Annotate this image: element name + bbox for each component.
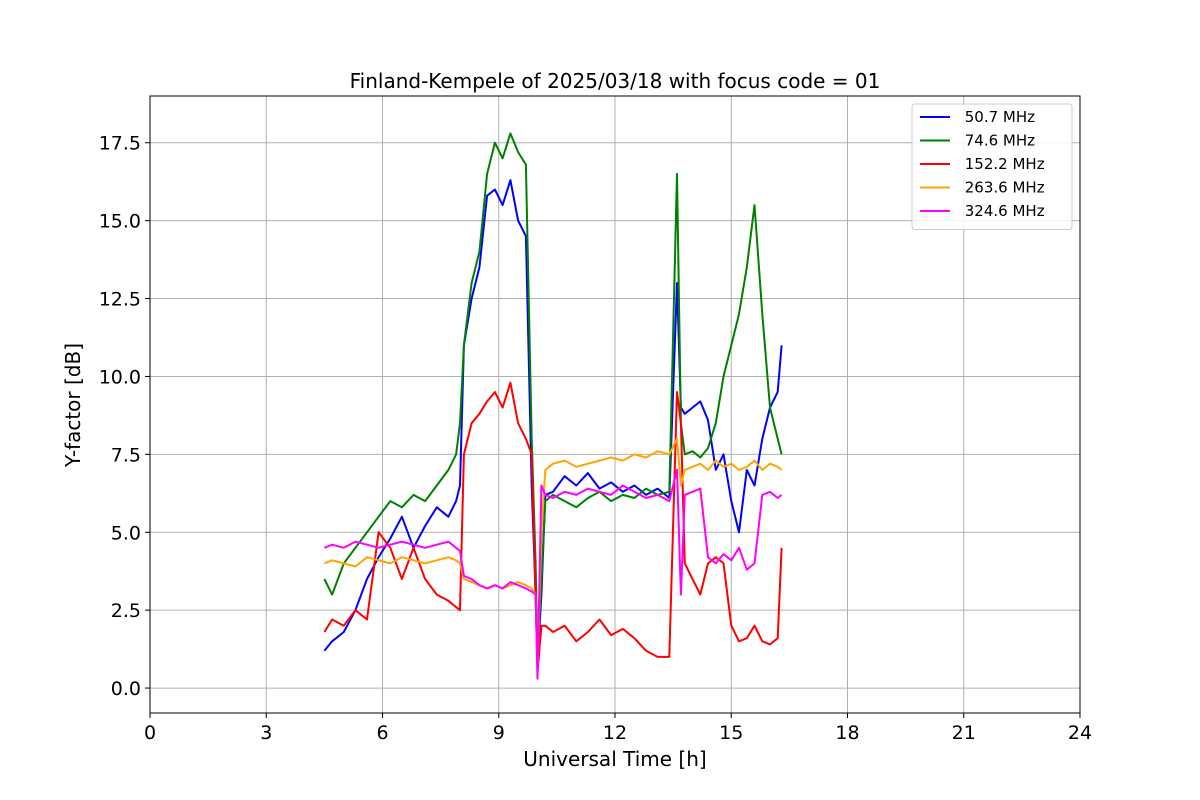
series-line: [324, 437, 783, 674]
legend-label: 50.7 MHz: [960, 108, 1035, 126]
x-tick-label: 18: [835, 722, 859, 744]
series-line: [324, 468, 783, 680]
x-tick-label: 24: [1068, 722, 1092, 744]
legend-label: 263.6 MHz: [960, 179, 1045, 197]
x-tick-label: 12: [603, 722, 627, 744]
x-tick-label: 3: [260, 722, 272, 744]
x-tick-label: 6: [376, 722, 388, 744]
y-tick-label: 17.5: [99, 133, 141, 155]
y-tick-label: 10.0: [99, 366, 141, 388]
y-axis-title: Y-factor [dB]: [61, 343, 85, 468]
legend-label: 324.6 MHz: [960, 202, 1045, 220]
legend: 50.7 MHz 74.6 MHz 152.2 MHz 263.6 MHz 32…: [911, 103, 1073, 230]
x-tick-label: 21: [952, 722, 976, 744]
x-axis: 0 3 6 9 12 15 18 21 24: [144, 713, 1092, 744]
series-layer: [323, 132, 783, 680]
legend-box: [911, 103, 1073, 230]
y-tick-label: 15.0: [99, 211, 141, 233]
x-tick-label: 15: [719, 722, 743, 744]
y-axis: 0.0 2.5 5.0 7.5 10.0 12.5 15.0 17.5: [99, 133, 150, 700]
y-tick-label: 12.5: [99, 289, 141, 311]
x-axis-title: Universal Time [h]: [523, 747, 706, 771]
legend-label: 152.2 MHz: [960, 155, 1045, 173]
series-line: [323, 381, 783, 674]
series-line: [323, 132, 783, 658]
x-tick-label: 0: [144, 722, 156, 744]
y-tick-label: 5.0: [111, 522, 141, 544]
y-tick-label: 0.0: [111, 678, 141, 700]
y-tick-label: 7.5: [111, 444, 141, 466]
chart-title: Finland-Kempele of 2025/03/18 with focus…: [350, 69, 881, 93]
y-tick-label: 2.5: [111, 600, 141, 622]
x-tick-label: 9: [493, 722, 505, 744]
legend-label: 74.6 MHz: [960, 132, 1035, 150]
